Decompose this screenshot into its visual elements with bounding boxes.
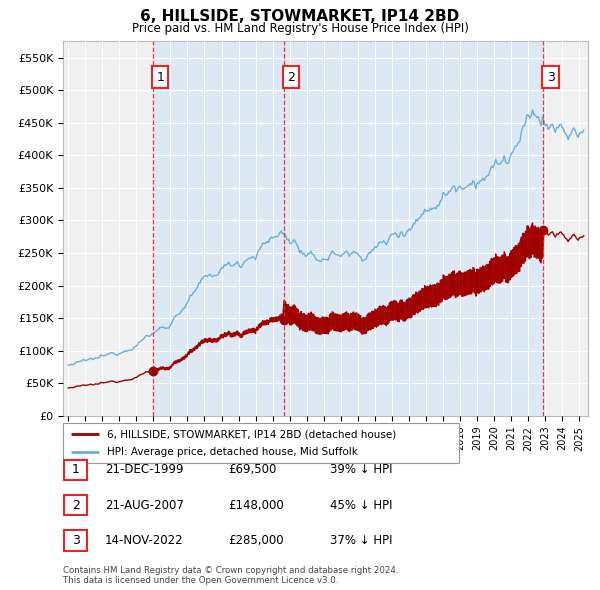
Bar [153, 41, 284, 416]
Text: 14-NOV-2022: 14-NOV-2022 [105, 534, 184, 547]
Text: Price paid vs. HM Land Registry's House Price Index (HPI): Price paid vs. HM Land Registry's House … [131, 22, 469, 35]
Text: 6, HILLSIDE, STOWMARKET, IP14 2BD: 6, HILLSIDE, STOWMARKET, IP14 2BD [140, 9, 460, 24]
Text: 3: 3 [547, 71, 554, 84]
Text: 39% ↓ HPI: 39% ↓ HPI [330, 463, 392, 476]
Text: 21-DEC-1999: 21-DEC-1999 [105, 463, 184, 476]
Text: 1: 1 [71, 463, 80, 476]
Text: 1: 1 [156, 71, 164, 84]
Bar [284, 41, 544, 416]
Text: 3: 3 [71, 534, 80, 547]
FancyBboxPatch shape [64, 530, 87, 550]
Text: 37% ↓ HPI: 37% ↓ HPI [330, 534, 392, 547]
Text: 21-AUG-2007: 21-AUG-2007 [105, 499, 184, 512]
FancyBboxPatch shape [64, 495, 87, 515]
Text: 2: 2 [287, 71, 295, 84]
Text: Contains HM Land Registry data © Crown copyright and database right 2024.
This d: Contains HM Land Registry data © Crown c… [63, 566, 398, 585]
Text: 45% ↓ HPI: 45% ↓ HPI [330, 499, 392, 512]
Text: HPI: Average price, detached house, Mid Suffolk: HPI: Average price, detached house, Mid … [107, 447, 358, 457]
Text: £148,000: £148,000 [228, 499, 284, 512]
Text: £69,500: £69,500 [228, 463, 277, 476]
FancyBboxPatch shape [63, 423, 459, 463]
Text: 6, HILLSIDE, STOWMARKET, IP14 2BD (detached house): 6, HILLSIDE, STOWMARKET, IP14 2BD (detac… [107, 430, 396, 440]
FancyBboxPatch shape [64, 460, 87, 480]
Text: 2: 2 [71, 499, 80, 512]
Text: £285,000: £285,000 [228, 534, 284, 547]
